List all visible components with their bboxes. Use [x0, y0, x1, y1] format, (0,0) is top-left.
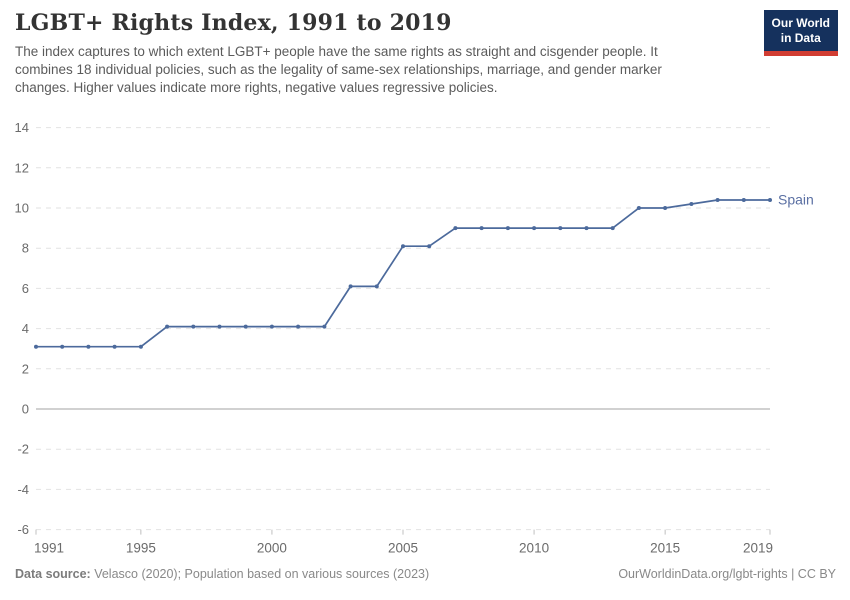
x-tick-label: 2005 — [388, 541, 418, 556]
x-tick-label: 2019 — [743, 541, 773, 556]
spain-data-point[interactable] — [505, 226, 510, 231]
spain-data-point[interactable] — [689, 202, 694, 206]
spain-data-point[interactable] — [138, 344, 143, 349]
spain-series-label: Spain — [778, 191, 814, 207]
x-tick-label: 2000 — [257, 541, 287, 556]
spain-data-point[interactable] — [322, 324, 327, 329]
y-tick-label: 14 — [15, 120, 29, 135]
spain-data-point[interactable] — [34, 344, 38, 349]
spain-data-point[interactable] — [112, 344, 117, 349]
owid-logo[interactable]: Our World in Data — [763, 10, 838, 56]
y-tick-label: 8 — [22, 241, 29, 256]
spain-data-point[interactable] — [453, 226, 458, 231]
spain-data-point[interactable] — [348, 284, 353, 289]
data-source-text: Velasco (2020); Population based on vari… — [90, 567, 430, 581]
spain-data-point[interactable] — [60, 344, 65, 349]
y-tick-label: 6 — [22, 281, 29, 296]
spain-data-point[interactable] — [715, 198, 720, 202]
spain-data-point[interactable] — [558, 226, 563, 231]
spain-data-point[interactable] — [741, 198, 746, 202]
spain-data-point[interactable] — [86, 344, 91, 349]
spain-data-point[interactable] — [165, 324, 170, 329]
y-tick-label: -2 — [17, 442, 29, 457]
owid-logo-line1: Our World — [771, 16, 830, 30]
owid-url-license[interactable]: OurWorldinData.org/lgbt-rights | CC BY — [618, 567, 836, 581]
chart-canvas[interactable]: -6 -4 -2 0 2 4 6 8 10 12 14 1991 1995 2000 2005 2010 201… — [0, 116, 850, 576]
y-tick-label: 4 — [22, 321, 29, 336]
y-tick-label: 0 — [22, 402, 29, 417]
spain-data-point[interactable] — [584, 226, 589, 231]
chart-subtitle: The index captures to which extent LGBT+… — [15, 44, 662, 95]
spain-data-point[interactable] — [768, 198, 772, 202]
spain-trend-line[interactable] — [36, 199, 770, 348]
spain-data-point[interactable] — [532, 226, 537, 231]
y-tick-label: 12 — [15, 160, 29, 175]
spain-data-point[interactable] — [401, 244, 405, 249]
spain-data-point[interactable] — [663, 206, 668, 210]
spain-data-point[interactable] — [636, 206, 641, 210]
y-tick-label: -6 — [17, 522, 29, 537]
x-tick-label: 2015 — [650, 541, 680, 556]
spain-data-point[interactable] — [296, 324, 301, 329]
chart-footer: Data source: Velasco (2020); Population … — [15, 567, 836, 581]
spain-data-point[interactable] — [269, 324, 274, 329]
y-tick-label: 2 — [22, 361, 29, 376]
owid-logo-line2: in Data — [780, 31, 821, 45]
spain-data-point[interactable] — [427, 244, 432, 249]
y-tick-label: 10 — [15, 201, 29, 216]
data-source-label: Data source: — [15, 567, 91, 581]
data-source-note: Data source: Velasco (2020); Population … — [15, 567, 429, 581]
spain-data-point[interactable] — [610, 226, 615, 231]
x-tick-label: 1991 — [34, 541, 64, 556]
y-tick-label: -4 — [17, 482, 29, 497]
x-tick-label: 2010 — [519, 541, 549, 556]
spain-data-point[interactable] — [374, 284, 379, 289]
spain-data-point[interactable] — [479, 226, 484, 231]
spain-data-point[interactable] — [243, 324, 248, 329]
x-tick-label: 1995 — [126, 541, 156, 556]
chart-header: LGBT+ Rights Index, 1991 to 2019 The ind… — [15, 10, 835, 96]
spain-data-point[interactable] — [191, 324, 196, 329]
chart-title: LGBT+ Rights Index, 1991 to 2019 — [15, 10, 452, 36]
spain-data-point[interactable] — [217, 324, 222, 329]
